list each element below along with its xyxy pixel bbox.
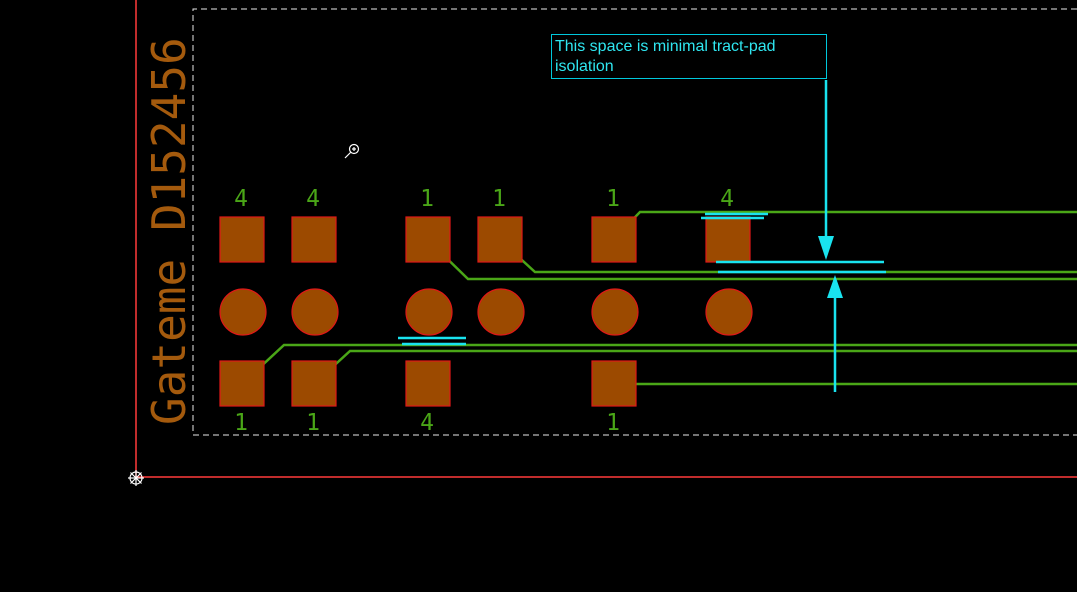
tracks (241, 210, 1077, 386)
pad-label: 1 (234, 410, 248, 436)
pad (591, 360, 637, 407)
pad (705, 288, 753, 336)
pad-label: 1 (606, 410, 620, 436)
pad-label: 1 (492, 186, 506, 212)
pad-label: 4 (306, 186, 320, 212)
zoom-cursor-icon (344, 143, 360, 159)
top-pads (219, 216, 751, 263)
origin-crosshair-icon (128, 470, 144, 486)
round-pads (219, 288, 753, 336)
pad (219, 360, 265, 407)
pad (405, 360, 451, 407)
pad (219, 216, 265, 263)
pad-label: 4 (420, 410, 434, 436)
pad (705, 216, 751, 263)
pad-label: 4 (720, 186, 734, 212)
pad (291, 288, 339, 336)
board-silkscreen-text: Gateme D152456 (142, 37, 196, 425)
annotation-note: This space is minimal tract-pad isolatio… (551, 34, 827, 79)
pad (591, 288, 639, 336)
pad-label: 4 (234, 186, 248, 212)
bottom-pad-labels: 1 1 4 1 (234, 410, 620, 436)
component-outline (192, 8, 1077, 436)
pad (477, 288, 525, 336)
pad (291, 360, 337, 407)
bottom-pads (219, 360, 637, 407)
arrow-up-icon (827, 275, 843, 298)
pad-label: 1 (420, 186, 434, 212)
pad (219, 288, 267, 336)
pad (477, 216, 523, 263)
arrow-down-icon (818, 236, 834, 260)
pad (291, 216, 337, 263)
pad (405, 288, 453, 336)
pad (405, 216, 451, 263)
top-pad-labels: 4 4 1 1 1 4 (234, 186, 734, 212)
pad-label: 1 (306, 410, 320, 436)
pad (591, 216, 637, 263)
pad-label: 1 (606, 186, 620, 212)
annotation-lines (398, 80, 886, 392)
